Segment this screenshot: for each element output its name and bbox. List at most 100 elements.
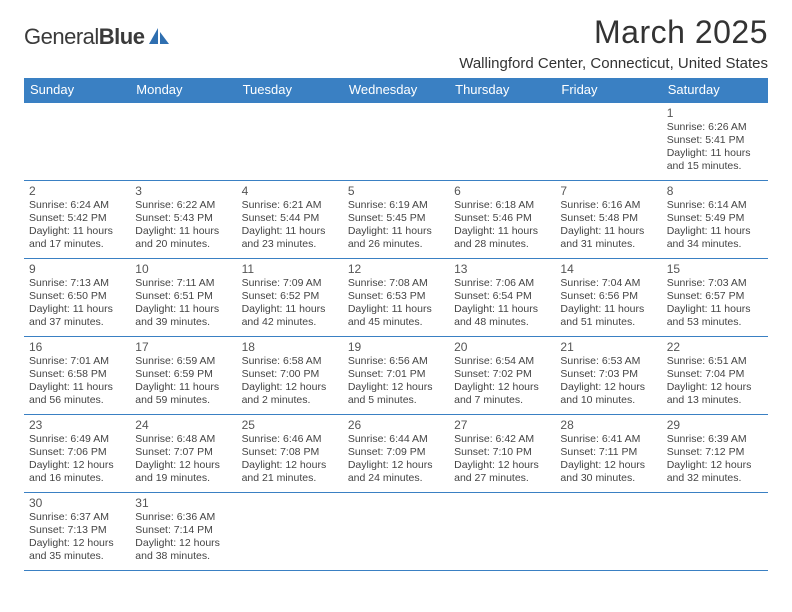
sunset-text: Sunset: 7:03 PM — [560, 368, 656, 381]
calendar-day: 12Sunrise: 7:08 AMSunset: 6:53 PMDayligh… — [343, 259, 449, 337]
sunset-text: Sunset: 5:42 PM — [29, 212, 125, 225]
daylight-text: Daylight: 12 hours and 7 minutes. — [454, 381, 550, 407]
sunset-text: Sunset: 7:06 PM — [29, 446, 125, 459]
sunset-text: Sunset: 7:00 PM — [242, 368, 338, 381]
calendar-day: 2Sunrise: 6:24 AMSunset: 5:42 PMDaylight… — [24, 181, 130, 259]
calendar-day: 27Sunrise: 6:42 AMSunset: 7:10 PMDayligh… — [449, 415, 555, 493]
day-info: Sunrise: 6:21 AMSunset: 5:44 PMDaylight:… — [242, 199, 338, 252]
sunrise-text: Sunrise: 7:08 AM — [348, 277, 444, 290]
day-header: Sunday — [24, 78, 130, 103]
sunset-text: Sunset: 7:08 PM — [242, 446, 338, 459]
day-number: 9 — [29, 262, 125, 276]
day-info: Sunrise: 6:54 AMSunset: 7:02 PMDaylight:… — [454, 355, 550, 408]
daylight-text: Daylight: 12 hours and 10 minutes. — [560, 381, 656, 407]
sunset-text: Sunset: 5:46 PM — [454, 212, 550, 225]
day-info: Sunrise: 6:58 AMSunset: 7:00 PMDaylight:… — [242, 355, 338, 408]
daylight-text: Daylight: 11 hours and 31 minutes. — [560, 225, 656, 251]
day-info: Sunrise: 7:11 AMSunset: 6:51 PMDaylight:… — [135, 277, 231, 330]
daylight-text: Daylight: 12 hours and 5 minutes. — [348, 381, 444, 407]
calendar-head: SundayMondayTuesdayWednesdayThursdayFrid… — [24, 78, 768, 103]
day-header: Friday — [555, 78, 661, 103]
sunset-text: Sunset: 6:56 PM — [560, 290, 656, 303]
day-number: 17 — [135, 340, 231, 354]
sunset-text: Sunset: 6:59 PM — [135, 368, 231, 381]
calendar-body: 1Sunrise: 6:26 AMSunset: 5:41 PMDaylight… — [24, 103, 768, 571]
day-info: Sunrise: 6:36 AMSunset: 7:14 PMDaylight:… — [135, 511, 231, 564]
calendar-day: 18Sunrise: 6:58 AMSunset: 7:00 PMDayligh… — [237, 337, 343, 415]
calendar-day: 20Sunrise: 6:54 AMSunset: 7:02 PMDayligh… — [449, 337, 555, 415]
day-number: 8 — [667, 184, 763, 198]
sunset-text: Sunset: 7:12 PM — [667, 446, 763, 459]
sunset-text: Sunset: 7:10 PM — [454, 446, 550, 459]
daylight-text: Daylight: 11 hours and 17 minutes. — [29, 225, 125, 251]
day-info: Sunrise: 6:24 AMSunset: 5:42 PMDaylight:… — [29, 199, 125, 252]
day-info: Sunrise: 6:53 AMSunset: 7:03 PMDaylight:… — [560, 355, 656, 408]
day-number: 27 — [454, 418, 550, 432]
day-info: Sunrise: 6:51 AMSunset: 7:04 PMDaylight:… — [667, 355, 763, 408]
sunrise-text: Sunrise: 6:53 AM — [560, 355, 656, 368]
daylight-text: Daylight: 11 hours and 56 minutes. — [29, 381, 125, 407]
sunrise-text: Sunrise: 6:48 AM — [135, 433, 231, 446]
page-header: GeneralBlue March 2025 Wallingford Cente… — [24, 14, 768, 72]
daylight-text: Daylight: 11 hours and 48 minutes. — [454, 303, 550, 329]
day-header: Wednesday — [343, 78, 449, 103]
daylight-text: Daylight: 11 hours and 34 minutes. — [667, 225, 763, 251]
sunset-text: Sunset: 7:04 PM — [667, 368, 763, 381]
sunrise-text: Sunrise: 7:03 AM — [667, 277, 763, 290]
daylight-text: Daylight: 11 hours and 42 minutes. — [242, 303, 338, 329]
sunrise-text: Sunrise: 6:22 AM — [135, 199, 231, 212]
sunset-text: Sunset: 6:53 PM — [348, 290, 444, 303]
day-number: 3 — [135, 184, 231, 198]
sunrise-text: Sunrise: 7:01 AM — [29, 355, 125, 368]
daylight-text: Daylight: 12 hours and 21 minutes. — [242, 459, 338, 485]
calendar-day: 17Sunrise: 6:59 AMSunset: 6:59 PMDayligh… — [130, 337, 236, 415]
day-number: 25 — [242, 418, 338, 432]
day-number: 13 — [454, 262, 550, 276]
sunrise-text: Sunrise: 6:58 AM — [242, 355, 338, 368]
daylight-text: Daylight: 11 hours and 26 minutes. — [348, 225, 444, 251]
daylight-text: Daylight: 11 hours and 59 minutes. — [135, 381, 231, 407]
brand-logo: GeneralBlue — [24, 24, 171, 50]
daylight-text: Daylight: 12 hours and 13 minutes. — [667, 381, 763, 407]
day-info: Sunrise: 7:03 AMSunset: 6:57 PMDaylight:… — [667, 277, 763, 330]
sunrise-text: Sunrise: 6:18 AM — [454, 199, 550, 212]
sunset-text: Sunset: 6:54 PM — [454, 290, 550, 303]
daylight-text: Daylight: 12 hours and 2 minutes. — [242, 381, 338, 407]
calendar-day: 25Sunrise: 6:46 AMSunset: 7:08 PMDayligh… — [237, 415, 343, 493]
day-info: Sunrise: 6:16 AMSunset: 5:48 PMDaylight:… — [560, 199, 656, 252]
day-header: Saturday — [662, 78, 768, 103]
sunset-text: Sunset: 6:58 PM — [29, 368, 125, 381]
calendar-day-empty — [449, 493, 555, 571]
day-number: 14 — [560, 262, 656, 276]
day-header: Tuesday — [237, 78, 343, 103]
calendar-day-empty — [343, 493, 449, 571]
calendar-day: 7Sunrise: 6:16 AMSunset: 5:48 PMDaylight… — [555, 181, 661, 259]
brand-name-part1: General — [24, 24, 99, 49]
day-header: Thursday — [449, 78, 555, 103]
sunrise-text: Sunrise: 6:26 AM — [667, 121, 763, 134]
calendar-day-empty — [130, 103, 236, 181]
sunrise-text: Sunrise: 6:14 AM — [667, 199, 763, 212]
calendar-table: SundayMondayTuesdayWednesdayThursdayFrid… — [24, 78, 768, 571]
sunrise-text: Sunrise: 6:16 AM — [560, 199, 656, 212]
calendar-week: 9Sunrise: 7:13 AMSunset: 6:50 PMDaylight… — [24, 259, 768, 337]
sunset-text: Sunset: 5:49 PM — [667, 212, 763, 225]
sunrise-text: Sunrise: 6:24 AM — [29, 199, 125, 212]
sunset-text: Sunset: 7:07 PM — [135, 446, 231, 459]
calendar-day: 10Sunrise: 7:11 AMSunset: 6:51 PMDayligh… — [130, 259, 236, 337]
title-block: March 2025 Wallingford Center, Connectic… — [459, 14, 768, 72]
day-number: 12 — [348, 262, 444, 276]
calendar-day-empty — [662, 493, 768, 571]
day-number: 29 — [667, 418, 763, 432]
day-number: 23 — [29, 418, 125, 432]
sunset-text: Sunset: 7:11 PM — [560, 446, 656, 459]
day-header: Monday — [130, 78, 236, 103]
calendar-day: 8Sunrise: 6:14 AMSunset: 5:49 PMDaylight… — [662, 181, 768, 259]
sunrise-text: Sunrise: 6:49 AM — [29, 433, 125, 446]
daylight-text: Daylight: 12 hours and 32 minutes. — [667, 459, 763, 485]
day-number: 22 — [667, 340, 763, 354]
sunrise-text: Sunrise: 6:41 AM — [560, 433, 656, 446]
sunset-text: Sunset: 6:57 PM — [667, 290, 763, 303]
sunrise-text: Sunrise: 6:44 AM — [348, 433, 444, 446]
sunrise-text: Sunrise: 6:51 AM — [667, 355, 763, 368]
